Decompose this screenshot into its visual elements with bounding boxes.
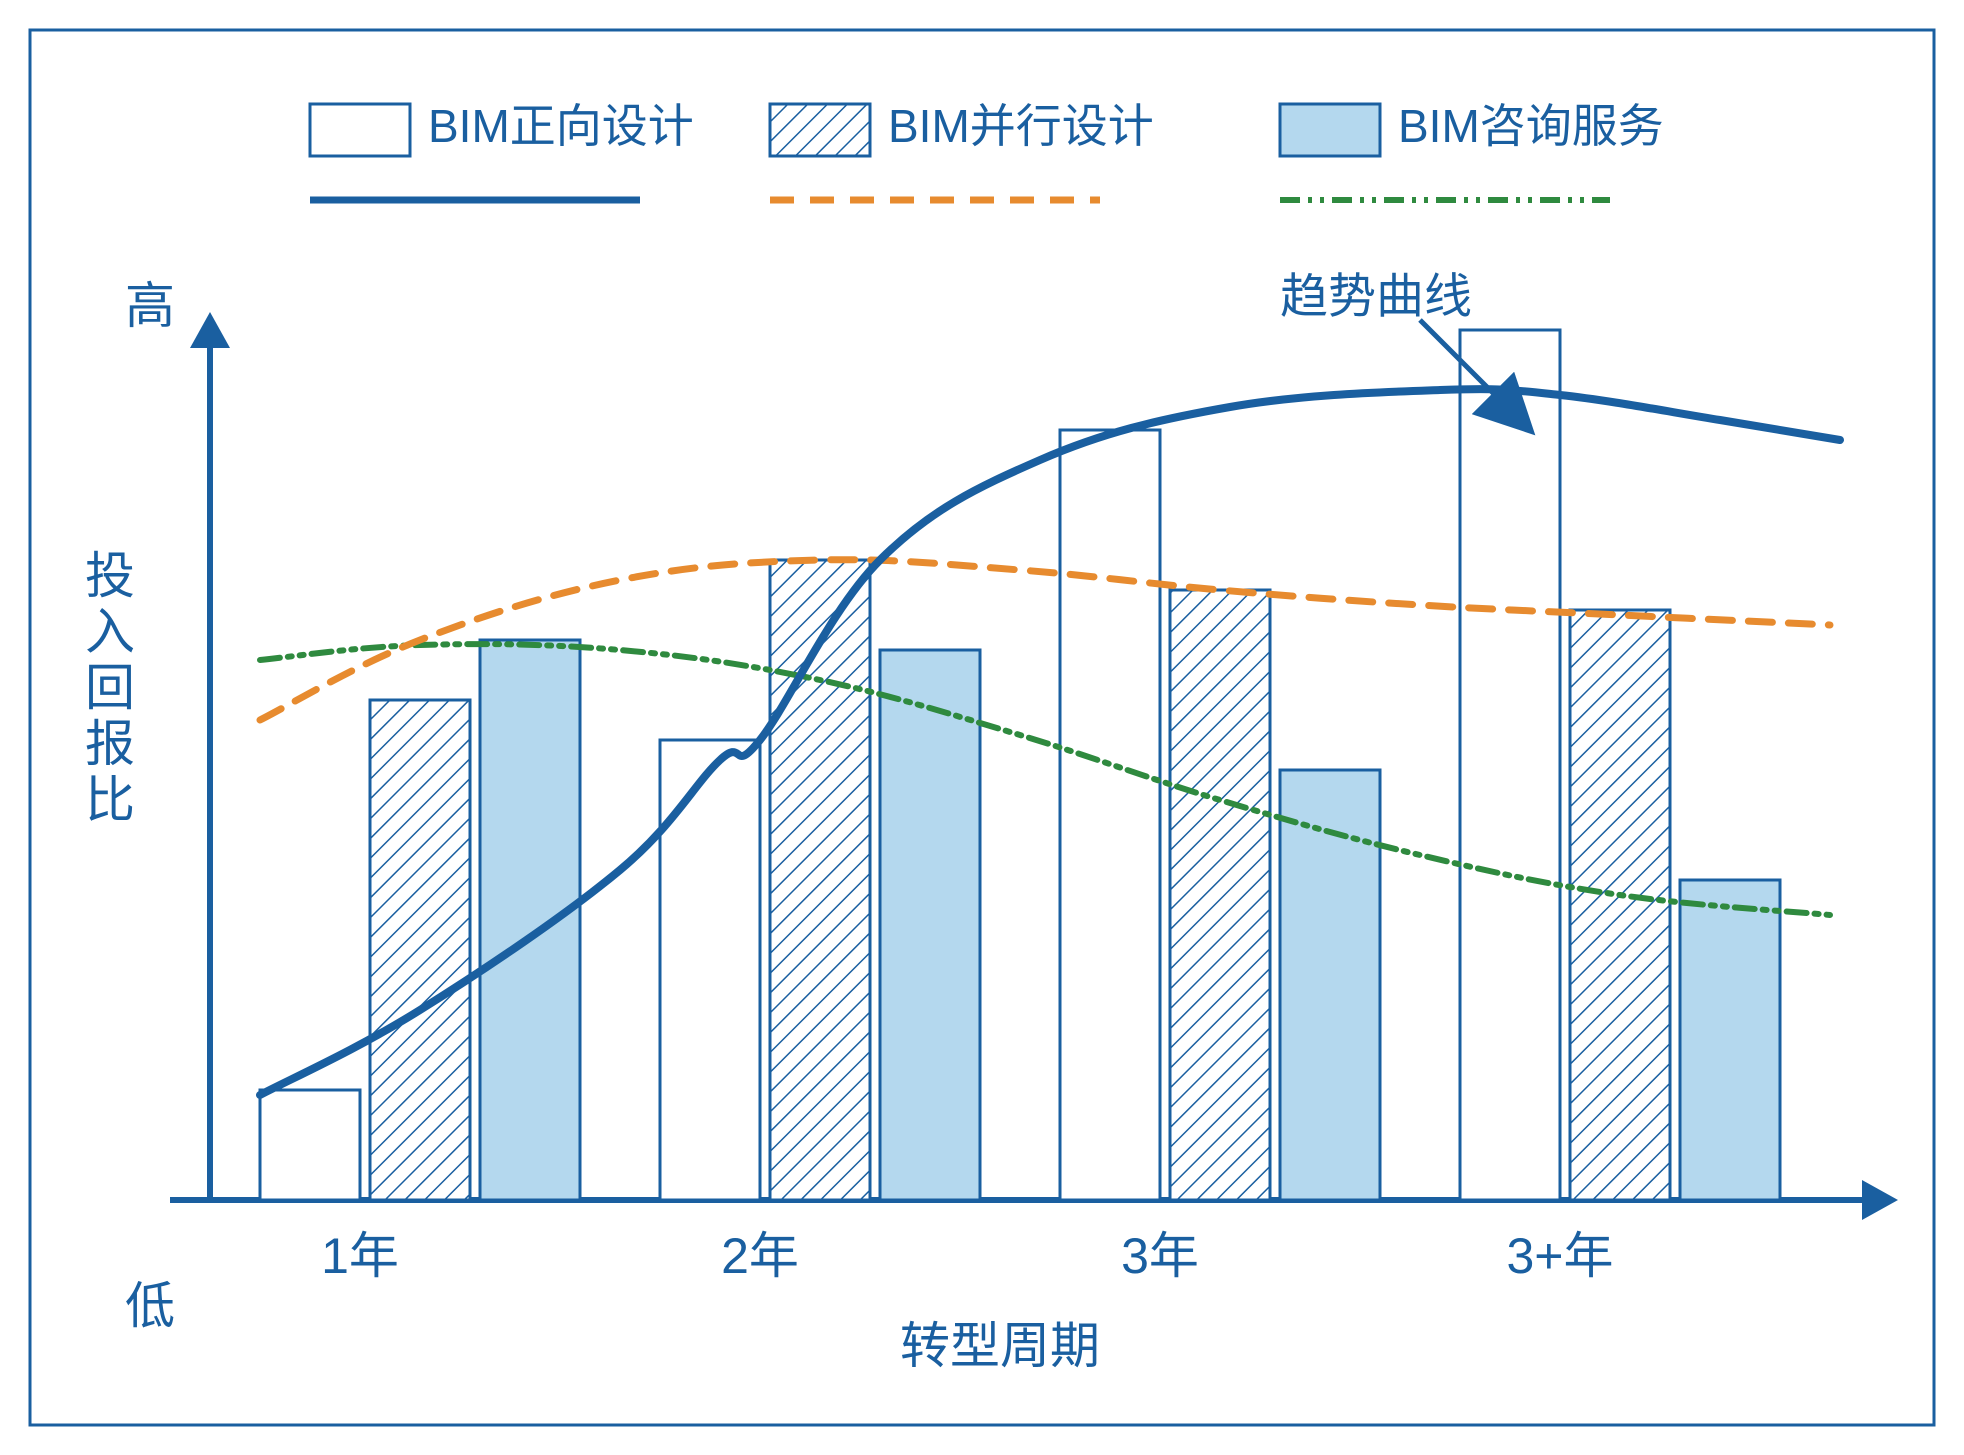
y-axis-title-char: 回 xyxy=(85,660,135,716)
y-axis-low-label: 低 xyxy=(125,1278,175,1334)
chart-svg: BIM正向设计 BIM并行设计 BIM咨询服务高低 投入回报比转型周期 1年 2年 3年 3+… xyxy=(0,0,1964,1455)
legend-label: BIM并行设计 xyxy=(888,100,1154,152)
x-tick-label: 2年 xyxy=(721,1228,799,1284)
bar xyxy=(260,1090,360,1200)
legend-swatch xyxy=(310,104,410,156)
x-tick-label: 1年 xyxy=(321,1228,399,1284)
bar xyxy=(1060,430,1160,1200)
bar xyxy=(1570,610,1670,1200)
y-axis-title-char: 入 xyxy=(85,604,135,660)
bar xyxy=(880,650,980,1200)
bar xyxy=(1460,330,1560,1200)
chart-container: BIM正向设计 BIM并行设计 BIM咨询服务高低 投入回报比转型周期 1年 2年 3年 3+… xyxy=(0,0,1964,1455)
legend-label: BIM正向设计 xyxy=(428,100,694,152)
legend-swatch xyxy=(1280,104,1380,156)
bar xyxy=(370,700,470,1200)
bar xyxy=(1170,590,1270,1200)
x-tick-label: 3+年 xyxy=(1506,1228,1613,1284)
legend-swatch xyxy=(770,104,870,156)
x-tick-label: 3年 xyxy=(1121,1228,1199,1284)
annotation-label: 趋势曲线 xyxy=(1280,271,1472,324)
y-axis-high-label: 高 xyxy=(125,278,175,334)
bar xyxy=(1680,880,1780,1200)
bar xyxy=(480,640,580,1200)
legend-label: BIM咨询服务 xyxy=(1398,100,1664,152)
y-axis-title-char: 报 xyxy=(85,716,135,772)
y-axis-title-char: 比 xyxy=(85,772,135,828)
y-axis-title-char: 投 xyxy=(85,548,135,604)
bar xyxy=(770,560,870,1200)
x-axis-title: 转型周期 xyxy=(900,1318,1100,1374)
